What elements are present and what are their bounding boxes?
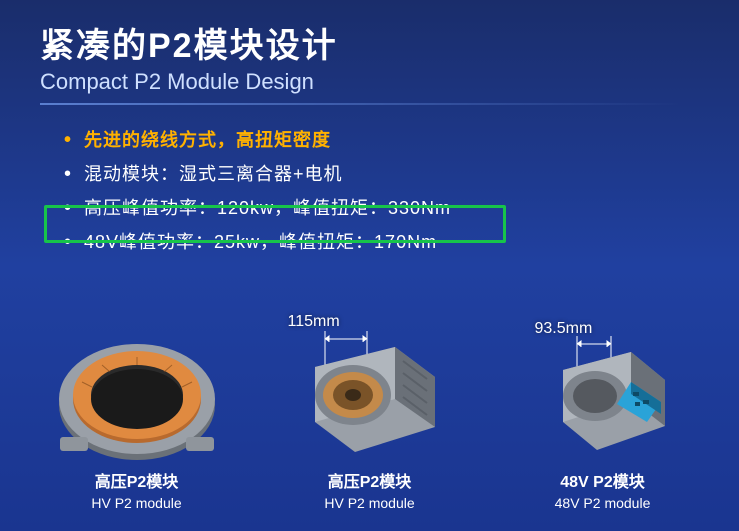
bullet-item: 48V峰值功率：25kw，峰值扭矩：170Nm [60,225,679,259]
bullet-item: 高压峰值功率：120kw，峰值扭矩：330Nm [60,191,679,225]
module-label: 高压P2模块 HV P2 module [91,473,181,513]
bullet-list: 先进的绕线方式，高扭矩密度 混动模块：湿式三离合器+电机 高压峰值功率：120k… [0,123,739,259]
module-label-cn: 高压P2模块 [95,474,179,491]
housing-small-icon [513,322,693,467]
module-48v-housing: 93.5mm [493,322,713,513]
module-label: 高压P2模块 HV P2 module [324,473,414,513]
header: 紧凑的P2模块设计 Compact P2 Module Design [0,0,739,105]
dimension-label: 115mm [288,313,340,331]
bullet-item: 先进的绕线方式，高扭矩密度 [60,123,679,157]
module-hv-stator: 高压P2模块 HV P2 module [27,327,247,513]
module-label-cn: 高压P2模块 [328,474,412,491]
header-divider [40,103,680,105]
dimension-label: 93.5mm [535,320,593,338]
modules-row: 高压P2模块 HV P2 module 115mm [0,317,739,513]
module-label-en: HV P2 module [324,493,414,513]
module-label-en: 48V P2 module [555,493,651,513]
stator-icon [52,327,222,467]
module-label-cn: 48V P2模块 [560,474,645,491]
title-cn: 紧凑的P2模块设计 [40,18,699,67]
module-hv-housing: 115mm [260,317,480,513]
bullet-item: 混动模块：湿式三离合器+电机 [60,157,679,191]
housing-icon [275,317,465,467]
module-label-en: HV P2 module [91,493,181,513]
title-en: Compact P2 Module Design [40,69,699,95]
module-label: 48V P2模块 48V P2 module [555,473,651,513]
